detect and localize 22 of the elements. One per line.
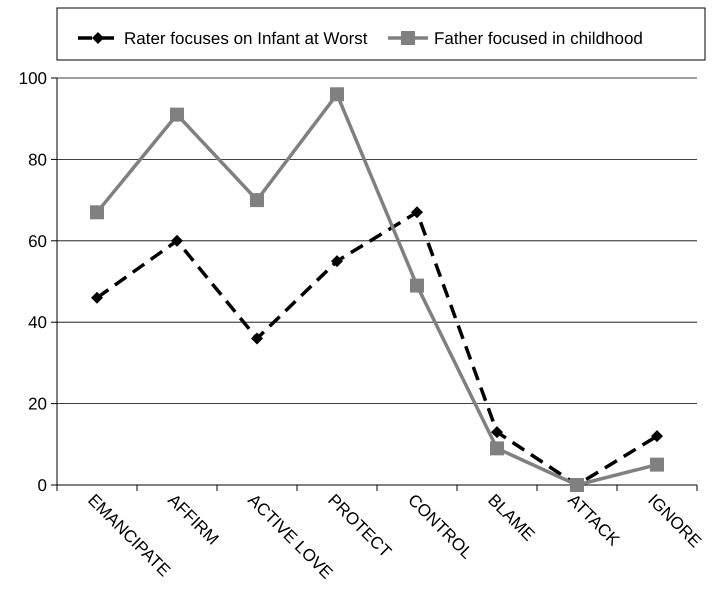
y-tick-label: 60 bbox=[28, 232, 47, 251]
legend-label: Rater focuses on Infant at Worst bbox=[124, 28, 368, 48]
point bbox=[330, 87, 344, 102]
point bbox=[490, 441, 504, 456]
y-tick-label: 80 bbox=[28, 150, 47, 170]
point bbox=[331, 255, 343, 268]
y-tick-label: 40 bbox=[28, 313, 47, 332]
y-tick-label: 100 bbox=[18, 68, 47, 88]
point bbox=[91, 292, 103, 304]
point bbox=[251, 332, 263, 344]
point bbox=[411, 206, 423, 218]
y-tick-label: 0 bbox=[38, 476, 47, 495]
point bbox=[171, 234, 183, 247]
point bbox=[650, 458, 664, 472]
point bbox=[90, 205, 104, 220]
point bbox=[250, 193, 264, 208]
point bbox=[651, 430, 663, 442]
point bbox=[410, 278, 424, 293]
legend-label: Father focused in childhood bbox=[434, 28, 643, 48]
y-tick-label: 20 bbox=[28, 394, 47, 414]
point bbox=[491, 426, 503, 438]
point bbox=[170, 108, 184, 122]
